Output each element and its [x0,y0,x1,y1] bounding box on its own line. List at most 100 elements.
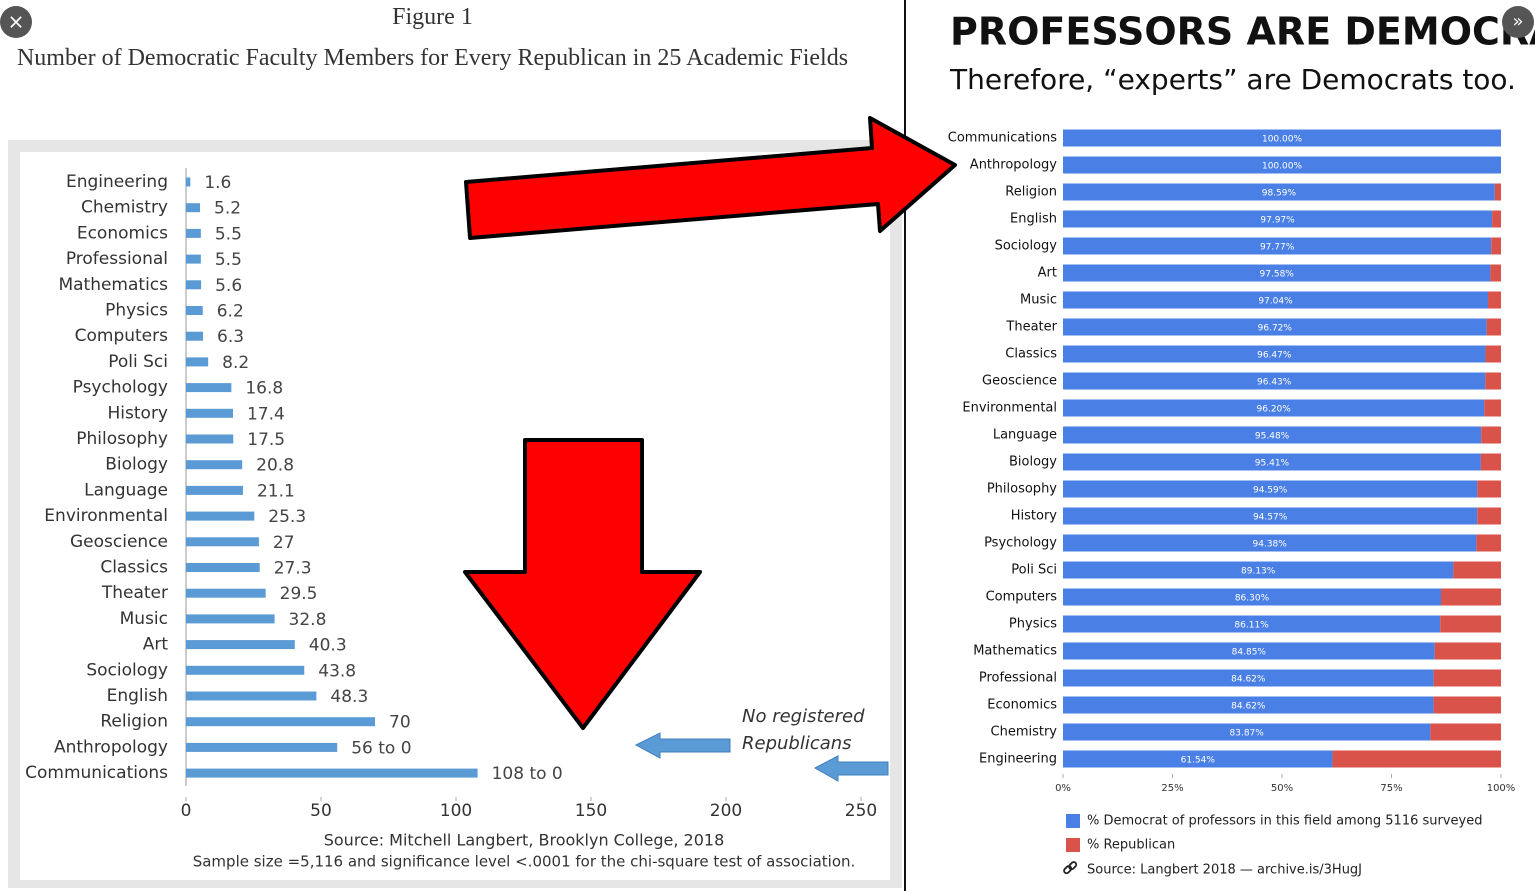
annotation: Republicans [742,733,852,754]
close-button[interactable] [0,6,32,38]
close-icon[interactable]: × [8,10,25,34]
x-tick-label: 150 [575,801,607,821]
data-label: 96.72% [1258,324,1293,334]
bar-segment [1063,615,1441,633]
data-label: 83.87% [1230,729,1265,739]
data-label: 97.77% [1260,243,1295,253]
bar-segment [1332,750,1501,768]
data-label: 94.38% [1253,540,1288,550]
bar [186,331,204,341]
bar-segment [1063,237,1492,255]
bar-segment [1481,426,1501,444]
bar-segment [1063,642,1435,660]
chart-title: Number of Democratic Faculty Members for… [16,45,849,71]
data-label: 94.59% [1253,486,1288,496]
data-label: 43.8 [318,661,356,681]
y-tick-label: History [108,403,168,423]
bar-segment [1063,561,1454,579]
x-tick-label: 0% [1055,783,1071,794]
bar [186,665,305,675]
bar [186,537,259,547]
data-label: 84.62% [1231,702,1266,712]
data-label: 95.41% [1255,459,1290,469]
y-tick-label: Engineering [66,172,168,192]
bar-segment [1063,399,1485,417]
y-tick-label: Mathematics [58,275,168,295]
bar-segment [1063,480,1478,498]
y-tick-label: Mathematics [973,644,1057,659]
x-tick-label: 250 [845,801,877,821]
y-tick-label: Philosophy [76,429,168,449]
y-tick-label: Anthropology [54,737,168,757]
bar [186,203,201,213]
data-label: 56 to 0 [351,738,411,758]
x-tick-label: 75% [1380,783,1402,794]
y-tick-label: Language [993,428,1057,443]
bar [186,306,203,315]
y-tick-label: Philosophy [987,482,1057,497]
data-label: 108 to 0 [492,764,563,784]
red-arrow-down [463,438,702,730]
y-tick-label: English [1010,212,1057,227]
bar-segment [1063,669,1434,687]
data-label: 5.5 [215,250,242,270]
y-tick-label: Chemistry [991,725,1058,740]
y-tick-label: Art [1038,266,1057,281]
y-tick-label: Geoscience [70,532,168,552]
bar [186,717,375,727]
data-label: 17.4 [247,404,285,424]
y-tick-label: Biology [105,455,168,475]
data-label: 25.3 [268,507,306,527]
y-tick-label: Art [143,635,169,655]
bar-segment [1063,750,1333,768]
bar-segment [1491,237,1501,255]
source: Source: Mitchell Langbert, Brooklyn Coll… [324,831,725,850]
bar-segment [1476,534,1501,552]
bar-segment [1063,453,1481,471]
bar-segment [1063,507,1478,525]
bar [186,383,232,393]
annotation-arrow [634,732,731,759]
bar [186,768,478,778]
data-label: 16.8 [245,379,283,399]
data-label: 6.3 [217,327,244,347]
bar-segment [1433,696,1501,714]
y-tick-label: Classics [100,558,168,578]
data-label: 97.04% [1258,297,1293,307]
bar-segment [1063,210,1493,228]
data-label: 97.97% [1260,216,1295,226]
data-label: 6.2 [217,302,244,322]
data-label: 17.5 [247,430,285,450]
y-tick-label: Economics [987,698,1057,713]
y-tick-label: Music [120,609,168,629]
data-label: 96.20% [1257,405,1292,415]
bar-segment [1477,507,1501,525]
data-label: 98.59% [1262,189,1297,199]
bar-segment [1434,642,1501,660]
bar-segment [1063,264,1491,282]
red-arrow-right [464,116,957,240]
bar [186,742,338,752]
bar [186,691,317,701]
legend-label: % Republican [1087,838,1175,853]
bar [186,485,243,495]
bar [186,588,266,598]
bar-segment [1063,372,1486,390]
y-tick-label: Chemistry [81,198,168,218]
y-tick-label: Engineering [979,752,1057,767]
y-tick-label: Poli Sci [108,352,168,372]
next-button[interactable] [1502,6,1534,38]
next-icon[interactable]: » [1512,11,1523,32]
data-label: 20.8 [256,456,294,476]
y-tick-label: Psychology [984,536,1057,551]
bar-segment [1063,723,1431,741]
bar-segment [1433,669,1501,687]
y-tick-label: Communications [948,131,1057,146]
data-label: 96.47% [1257,351,1292,361]
bar-segment [1494,183,1501,201]
y-tick-label: Anthropology [970,158,1058,173]
data-label: 5.6 [215,276,242,296]
y-tick-label: Sociology [86,660,168,680]
y-tick-label: Language [84,480,168,500]
bar-segment [1063,426,1482,444]
